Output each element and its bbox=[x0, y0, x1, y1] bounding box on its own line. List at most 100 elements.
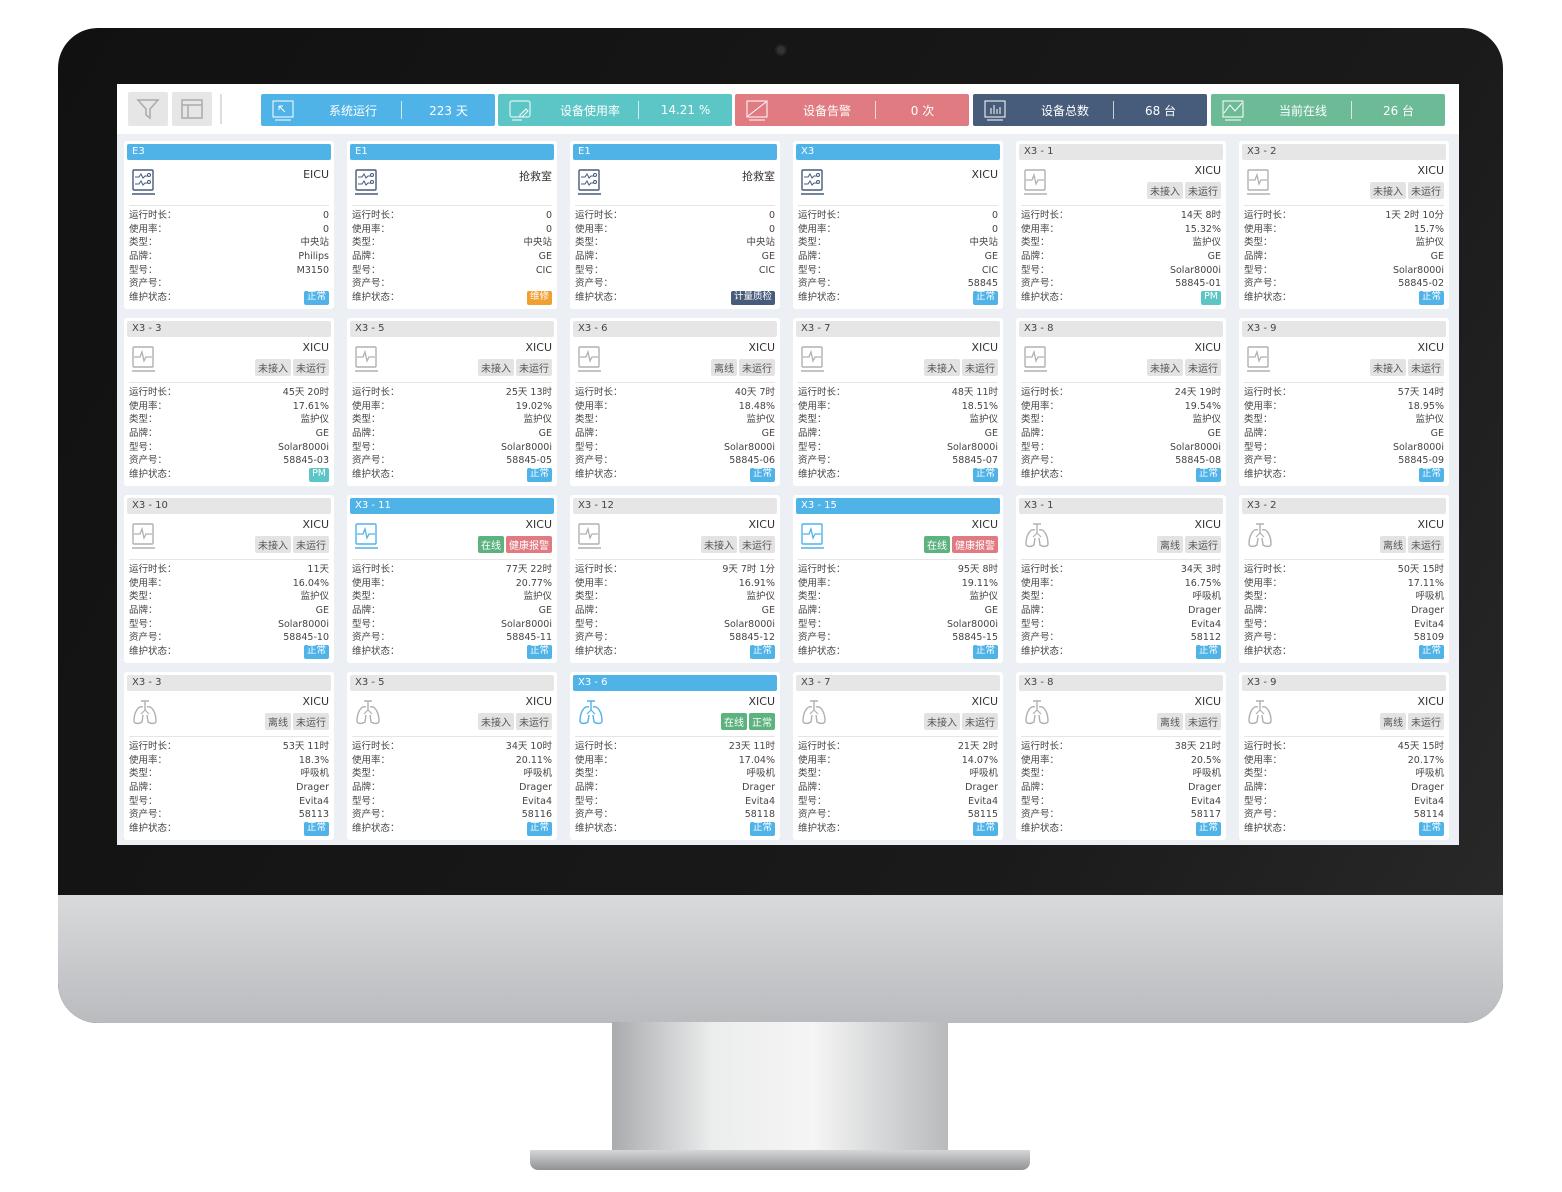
field-row: 使用率： 19.11% bbox=[798, 577, 998, 591]
field-row: 使用率： 19.02% bbox=[352, 400, 552, 414]
device-card[interactable]: X3 - 8 XICU 离线 未运行 运行时长： 38天 21时 使用率： 20.5% 类… bbox=[1016, 672, 1226, 840]
ventilator-lungs-icon bbox=[1248, 700, 1272, 725]
field-row: 使用率： 17.04% bbox=[575, 754, 775, 768]
maintenance-status-badge: 正常 bbox=[1195, 468, 1221, 482]
field-value: 20.17% bbox=[1407, 754, 1444, 766]
stat-divider bbox=[875, 101, 876, 119]
device-card[interactable]: X3 - 7 XICU 未接入 未运行 运行时长： 21天 2时 使用率： 14.07%… bbox=[793, 672, 1003, 840]
field-value: 监护仪 bbox=[523, 591, 552, 603]
patient-monitor-icon bbox=[1247, 346, 1270, 372]
field-label: 维护状态： bbox=[575, 469, 623, 481]
card-title: X3 - 8 bbox=[1019, 321, 1223, 337]
field-value: 58113 bbox=[298, 809, 329, 821]
field-value: 17.04% bbox=[738, 754, 775, 766]
field-label: 运行时长： bbox=[575, 741, 623, 752]
field-value: 14天 8时 bbox=[1180, 210, 1221, 221]
field-row: 维护状态： 正常 bbox=[352, 468, 552, 482]
field-label: 型号： bbox=[129, 441, 158, 453]
stat-divider bbox=[401, 101, 402, 119]
field-label: 使用率： bbox=[575, 754, 614, 766]
ventilator-lungs-icon bbox=[1025, 523, 1049, 548]
field-label: 维护状态： bbox=[798, 646, 846, 658]
field-value: 15.32% bbox=[1184, 223, 1221, 235]
field-row: 资产号： 58845-01 bbox=[1021, 277, 1221, 291]
device-card[interactable]: X3 - 10 XICU 未接入 未运行 运行时长： 11天 使用率： 16.04% 类型… bbox=[124, 495, 334, 663]
field-row: 运行时长： 9天 7时 1分 bbox=[575, 563, 775, 577]
device-card[interactable]: X3 - 2 XICU 离线 未运行 运行时长： 50天 15时 使用率： 17.11%… bbox=[1239, 495, 1449, 663]
field-row: 型号： Solar8000i bbox=[575, 441, 775, 455]
stat-label: 当前在线 bbox=[1278, 103, 1327, 118]
status-tag: 未接入 bbox=[1147, 359, 1183, 376]
maintenance-status-badge: 正常 bbox=[303, 822, 329, 836]
field-label: 类型： bbox=[129, 414, 158, 426]
field-label: 使用率： bbox=[798, 400, 837, 412]
device-card[interactable]: E1 抢救室 运行时长： 0 使用率： 0 类型： 中央站 品牌： GE 型号： CIC 资产号：维… bbox=[570, 141, 780, 309]
status-tag: 未运行 bbox=[1408, 536, 1444, 553]
field-row: 资产号： 58845-09 bbox=[1244, 454, 1444, 468]
device-card[interactable]: X3 - 3 XICU 未接入 未运行 运行时长： 45天 20时 使用率： 17.61… bbox=[124, 318, 334, 486]
field-value: 58845-12 bbox=[729, 632, 775, 644]
field-row: 运行时长： 34天 10时 bbox=[352, 740, 552, 754]
field-value: Solar8000i bbox=[1169, 441, 1221, 453]
field-value: 呼吸机 bbox=[300, 768, 329, 780]
device-card[interactable]: X3 - 11 XICU 在线 健康报警 运行时长： 77天 22时 使用率： 20.7… bbox=[347, 495, 557, 663]
field-label: 品牌： bbox=[1244, 428, 1273, 440]
device-card[interactable]: X3 - 9 XICU 离线 未运行 运行时长： 45天 15时 使用率： 20.17%… bbox=[1239, 672, 1449, 840]
stat-tile-4[interactable]: 当前在线 26 台 bbox=[1211, 94, 1445, 126]
field-value: Drager bbox=[1411, 782, 1444, 794]
device-card[interactable]: X3 - 5 XICU 未接入 未运行 运行时长： 34天 10时 使用率： 20.11… bbox=[347, 672, 557, 840]
device-card[interactable]: X3 - 3 XICU 离线 未运行 运行时长： 53天 11时 使用率： 18.3% 类… bbox=[124, 672, 334, 840]
field-value: 0 bbox=[545, 223, 552, 235]
stat-tile-0[interactable]: 系统运行 223 天 bbox=[261, 94, 495, 126]
field-label: 使用率： bbox=[352, 400, 391, 412]
filter-button[interactable] bbox=[128, 92, 168, 126]
stat-value: 0 次 bbox=[910, 103, 935, 118]
device-card[interactable]: X3 - 6 XICU 离线 未运行 运行时长： 40天 7时 使用率： 18.48% 类… bbox=[570, 318, 780, 486]
field-label: 资产号： bbox=[575, 278, 614, 290]
device-location: XICU bbox=[525, 518, 552, 531]
status-tag: 未运行 bbox=[1408, 359, 1444, 376]
dashboard-screen: 系统运行 223 天 设备使用率 14.21 % 设备告警 0 次 设备总数 6… bbox=[117, 84, 1459, 845]
device-card[interactable]: X3 - 6 XICU 在线 正常 运行时长： 23天 11时 使用率： 17.04% 类… bbox=[570, 672, 780, 840]
field-value: 58845-06 bbox=[729, 455, 775, 467]
device-card[interactable]: X3 - 12 XICU 未接入 未运行 运行时长： 9天 7时 1分 使用率： 16.… bbox=[570, 495, 780, 663]
device-card[interactable]: X3 - 1 XICU 离线 未运行 运行时长： 34天 3时 使用率： 16.75% 类… bbox=[1016, 495, 1226, 663]
card-title: X3 - 7 bbox=[796, 675, 1000, 691]
field-value: 监护仪 bbox=[523, 414, 552, 426]
stat-tile-2[interactable]: 设备告警 0 次 bbox=[735, 94, 969, 126]
device-card[interactable]: X3 - 1 XICU 未接入 未运行 运行时长： 14天 8时 使用率： 15.32%… bbox=[1016, 141, 1226, 309]
field-row: 维护状态： 正常 bbox=[798, 468, 998, 482]
device-card[interactable]: E1 抢救室 运行时长： 0 使用率： 0 类型： 中央站 品牌： GE 型号： CIC 资产号：维… bbox=[347, 141, 557, 309]
field-label: 维护状态： bbox=[1244, 646, 1292, 658]
device-card[interactable]: X3 - 9 XICU 未接入 未运行 运行时长： 57天 14时 使用率： 18.95… bbox=[1239, 318, 1449, 486]
field-label: 资产号： bbox=[129, 632, 168, 644]
field-value: 呼吸机 bbox=[1192, 591, 1221, 603]
field-value: GE bbox=[538, 605, 552, 617]
stat-tile-1[interactable]: 设备使用率 14.21 % bbox=[498, 94, 732, 126]
field-label: 品牌： bbox=[798, 782, 827, 794]
layout-button[interactable] bbox=[172, 92, 212, 126]
device-card[interactable]: E3 EICU 运行时长： 0 使用率： 0 类型： 中央站 品牌： Philips 型号： M3… bbox=[124, 141, 334, 309]
field-row: 型号： Evita4 bbox=[1021, 618, 1221, 632]
field-row: 使用率： 20.5% bbox=[1021, 754, 1221, 768]
device-card[interactable]: X3 XICU 运行时长： 0 使用率： 0 类型： 中央站 品牌： GE 型号： CIC 资产号：… bbox=[793, 141, 1003, 309]
field-label: 维护状态： bbox=[352, 823, 400, 835]
field-label: 使用率： bbox=[798, 754, 837, 766]
device-card[interactable]: X3 - 2 XICU 未接入 未运行 运行时长： 1天 2时 10分 使用率： 15.… bbox=[1239, 141, 1449, 309]
field-row: 型号： Solar8000i bbox=[798, 441, 998, 455]
field-label: 型号： bbox=[575, 795, 604, 807]
field-label: 型号： bbox=[129, 795, 158, 807]
stat-tile-3[interactable]: 设备总数 68 台 bbox=[973, 94, 1207, 126]
device-card[interactable]: X3 - 5 XICU 未接入 未运行 运行时长： 25天 13时 使用率： 19.02… bbox=[347, 318, 557, 486]
field-row: 资产号： 58845-08 bbox=[1021, 454, 1221, 468]
field-row: 类型： 中央站 bbox=[575, 236, 775, 250]
field-label: 使用率： bbox=[798, 223, 837, 235]
field-row: 维护状态： 正常 bbox=[129, 822, 329, 836]
device-card[interactable]: X3 - 15 XICU 在线 健康报警 运行时长： 95天 8时 使用率： 19.11… bbox=[793, 495, 1003, 663]
field-label: 品牌： bbox=[1021, 251, 1050, 263]
field-value: GE bbox=[984, 605, 998, 617]
device-card[interactable]: X3 - 8 XICU 未接入 未运行 运行时长： 24天 19时 使用率： 19.54… bbox=[1016, 318, 1226, 486]
field-label: 型号： bbox=[129, 264, 158, 276]
device-card[interactable]: X3 - 7 XICU 未接入 未运行 运行时长： 48天 11时 使用率： 18.51… bbox=[793, 318, 1003, 486]
field-value: 58112 bbox=[1190, 632, 1221, 644]
